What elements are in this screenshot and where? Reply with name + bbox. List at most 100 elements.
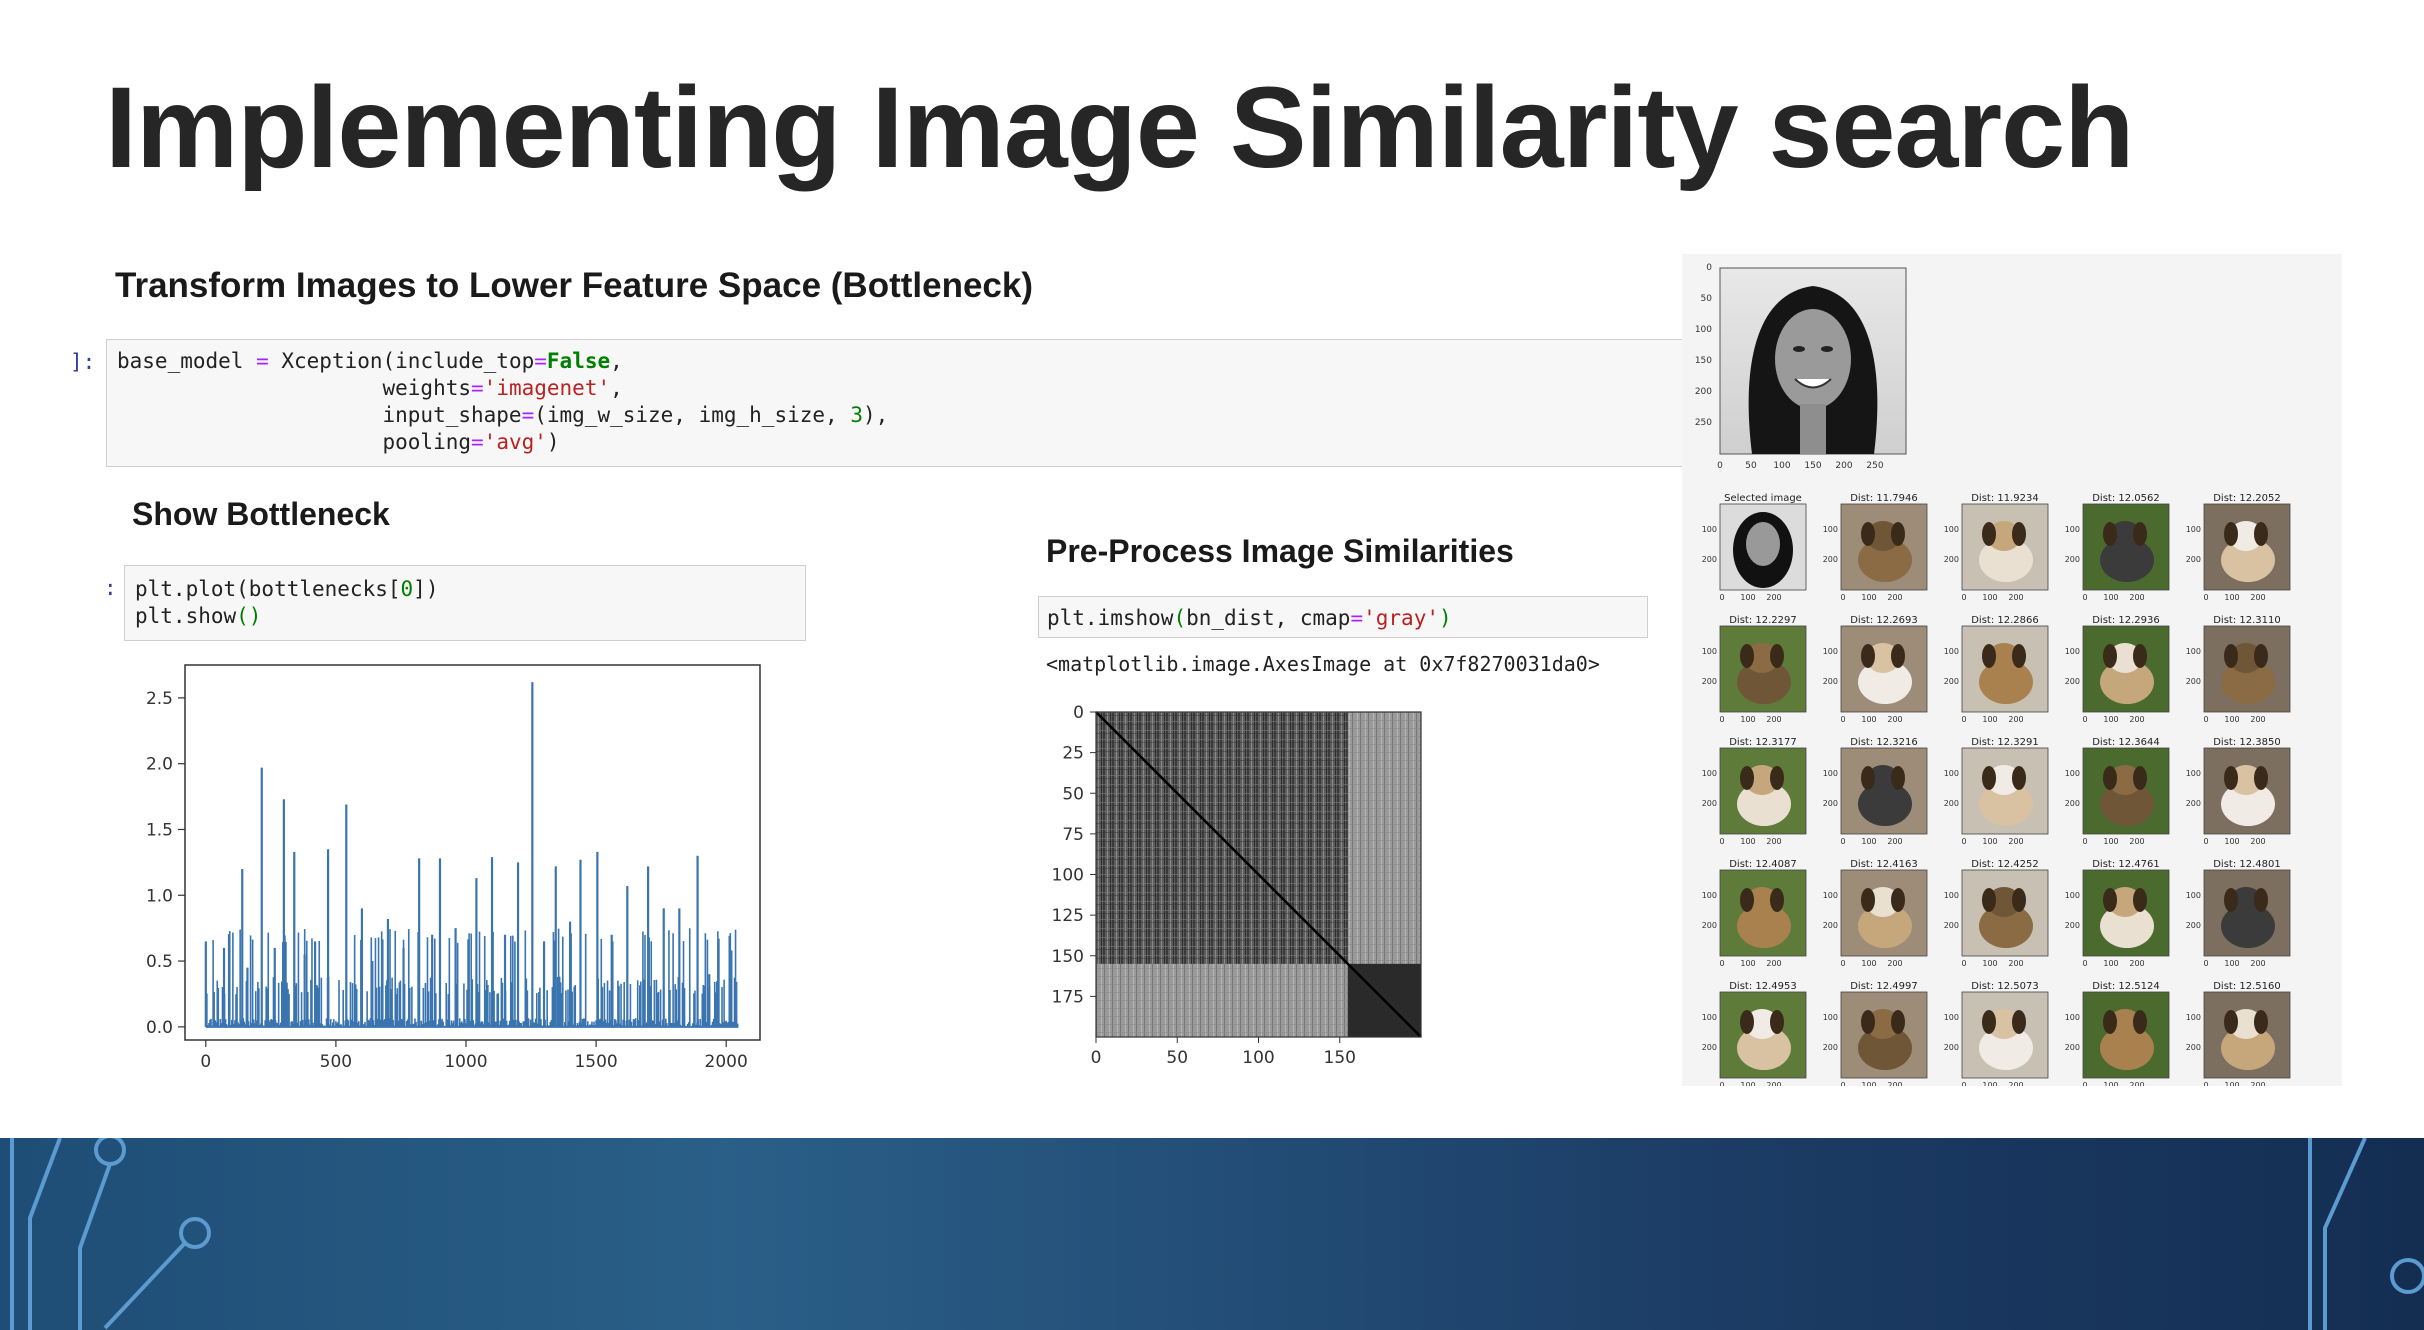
result-thumbnail: 100 200 0 100 200	[1823, 747, 1928, 846]
x-tick-label: 1500	[574, 1052, 617, 1072]
code-token: (img_w_size, img_h_size,	[534, 403, 851, 427]
thumb-frame	[1840, 991, 1928, 1079]
dog-ear	[1861, 1010, 1875, 1034]
thumb-x-tick: 200	[2008, 959, 2023, 968]
result-thumbnail: 100 200 0 100 200	[2065, 747, 2170, 846]
thumb-frame	[1719, 869, 1807, 957]
result-thumbnail: 100 200 0 100 200	[2065, 869, 2170, 968]
thumb-y-tick: 200	[1702, 921, 1717, 930]
dog-body	[1979, 782, 2033, 826]
code-line: plt.show()	[135, 603, 805, 630]
dog-body	[1737, 904, 1791, 948]
similarity-results-panel: 0 50 100 150 200 250 0 50 100 150 200 250 Selected …	[1682, 254, 2342, 1090]
thumb-x-tick: 100	[2103, 593, 2118, 602]
smile-shape	[1794, 378, 1832, 389]
dog-ear	[1770, 888, 1784, 912]
dog-body	[2221, 538, 2275, 582]
dog-ear	[1861, 522, 1875, 546]
dog-ear	[1982, 644, 1996, 668]
dog-ear	[1982, 522, 1996, 546]
thumb-x-tick: 0	[1840, 837, 1845, 846]
thumb-x-tick: 100	[2103, 837, 2118, 846]
dog-ear	[2254, 1010, 2268, 1034]
thumb-y-tick: 200	[1823, 921, 1838, 930]
circuit-line	[103, 1241, 187, 1330]
circuit-decoration	[10, 1138, 2424, 1330]
thumb-title: Dist: 12.3216	[1850, 737, 1918, 748]
thumb-x-tick: 200	[1766, 837, 1781, 846]
thumb-x-tick: 200	[1887, 959, 1902, 968]
thumb-title: Dist: 12.2866	[1971, 615, 2039, 626]
thumb-x-tick: 0	[1961, 837, 1966, 846]
code-token: bn_dist, cmap	[1186, 606, 1351, 630]
dog-ear	[1861, 644, 1875, 668]
dog-body	[2100, 660, 2154, 704]
thumb-y-tick: 100	[1823, 769, 1838, 778]
thumb-y-tick: 100	[1823, 525, 1838, 534]
result-thumbnail: 100 200 0 100 200	[1702, 747, 1807, 846]
thumb-x-tick: 200	[2008, 715, 2023, 724]
dog-head	[1745, 887, 1779, 917]
thumb-y-tick: 100	[1823, 647, 1838, 656]
thumb-title: Dist: 12.3850	[2213, 737, 2281, 748]
circuit-line	[28, 1138, 62, 1330]
thumb-x-tick: 0	[1840, 959, 1845, 968]
thumb-x-tick: 0	[1961, 593, 1966, 602]
thumb-title: Dist: 12.4087	[1729, 859, 1797, 870]
bottleneck-line-chart: 0 500 1000 1500 2000 0.0 0.5 1.0 1.5 2.0 2.5	[146, 664, 761, 1072]
thumb-x-tick: 200	[1766, 593, 1781, 602]
code-token: )	[546, 430, 560, 454]
code-token: (	[1173, 606, 1187, 630]
dog-ear	[1740, 644, 1754, 668]
code-line: input_shape=(img_w_size, img_h_size, 3),	[117, 402, 1685, 429]
thumb-title: Dist: 12.4761	[2092, 859, 2160, 870]
result-thumbnail: 100 200 0 100 200	[1944, 991, 2049, 1090]
dog-head	[2108, 765, 2142, 795]
thumb-x-tick: 100	[1861, 715, 1876, 724]
thumb-x-tick: 200	[1887, 593, 1902, 602]
thumb-title: Dist: 12.4801	[2213, 859, 2281, 870]
code-cell-plot[interactable]: plt.plot(bottlenecks[0]) plt.show()	[124, 565, 806, 641]
thumb-y-tick: 200	[2186, 1043, 2201, 1052]
query-x-tick: 200	[1835, 461, 1852, 471]
code-cell-imshow[interactable]: plt.imshow(bn_dist, cmap='gray')	[1038, 596, 1648, 638]
dog-ear	[1982, 766, 1996, 790]
circuit-line	[2323, 1138, 2367, 1330]
dog-body	[1737, 1026, 1791, 1070]
thumb-x-tick: 200	[2008, 593, 2023, 602]
y-tick-label: 0.0	[146, 1018, 173, 1038]
thumb-x-tick: 200	[1887, 1081, 1902, 1086]
dog-head	[1745, 765, 1779, 795]
code-token: 3	[850, 403, 863, 427]
dog-head	[2229, 643, 2263, 673]
thumb-x-tick: 100	[1861, 1081, 1876, 1086]
thumb-frame	[1961, 869, 2049, 957]
thumb-y-tick: 100	[2065, 1013, 2080, 1022]
thumb-title: Dist: 12.5124	[2092, 981, 2160, 992]
x-tick-label: 0	[1091, 1048, 1102, 1068]
thumb-x-tick: 200	[2129, 593, 2144, 602]
thumb-x-tick: 200	[1887, 837, 1902, 846]
y-tick-label: 2.5	[146, 689, 173, 709]
y-tick-label: 125	[1052, 906, 1084, 926]
thumb-x-tick: 0	[1719, 959, 1724, 968]
bottleneck-heading: Show Bottleneck	[132, 496, 390, 532]
query-x-tick: 0	[1717, 461, 1723, 471]
thumb-y-tick: 200	[1823, 799, 1838, 808]
thumb-y-tick: 200	[2186, 921, 2201, 930]
dog-head	[2108, 643, 2142, 673]
y-tick-label: 75	[1062, 825, 1084, 845]
thumb-x-tick: 100	[2103, 959, 2118, 968]
code-cell-xception[interactable]: base_model = Xception(include_top=False,…	[106, 339, 1686, 467]
x-tick-label: 150	[1324, 1048, 1356, 1068]
dog-ear	[2133, 522, 2147, 546]
heatmap-ticks: 0 50 100 150 0 25 50 75 100 125 150 175	[1052, 703, 1356, 1068]
thumb-x-tick: 200	[1766, 1081, 1781, 1086]
thumb-frame	[2082, 747, 2170, 835]
code-token: plt.imshow	[1047, 606, 1174, 630]
code-token: ()	[236, 604, 262, 628]
result-thumbnail: 100 200 0 100 200	[1823, 503, 1928, 602]
thumb-x-tick: 100	[1982, 593, 1997, 602]
thumb-x-tick: 0	[2082, 837, 2087, 846]
thumb-title: Dist: 12.3644	[2092, 737, 2160, 748]
